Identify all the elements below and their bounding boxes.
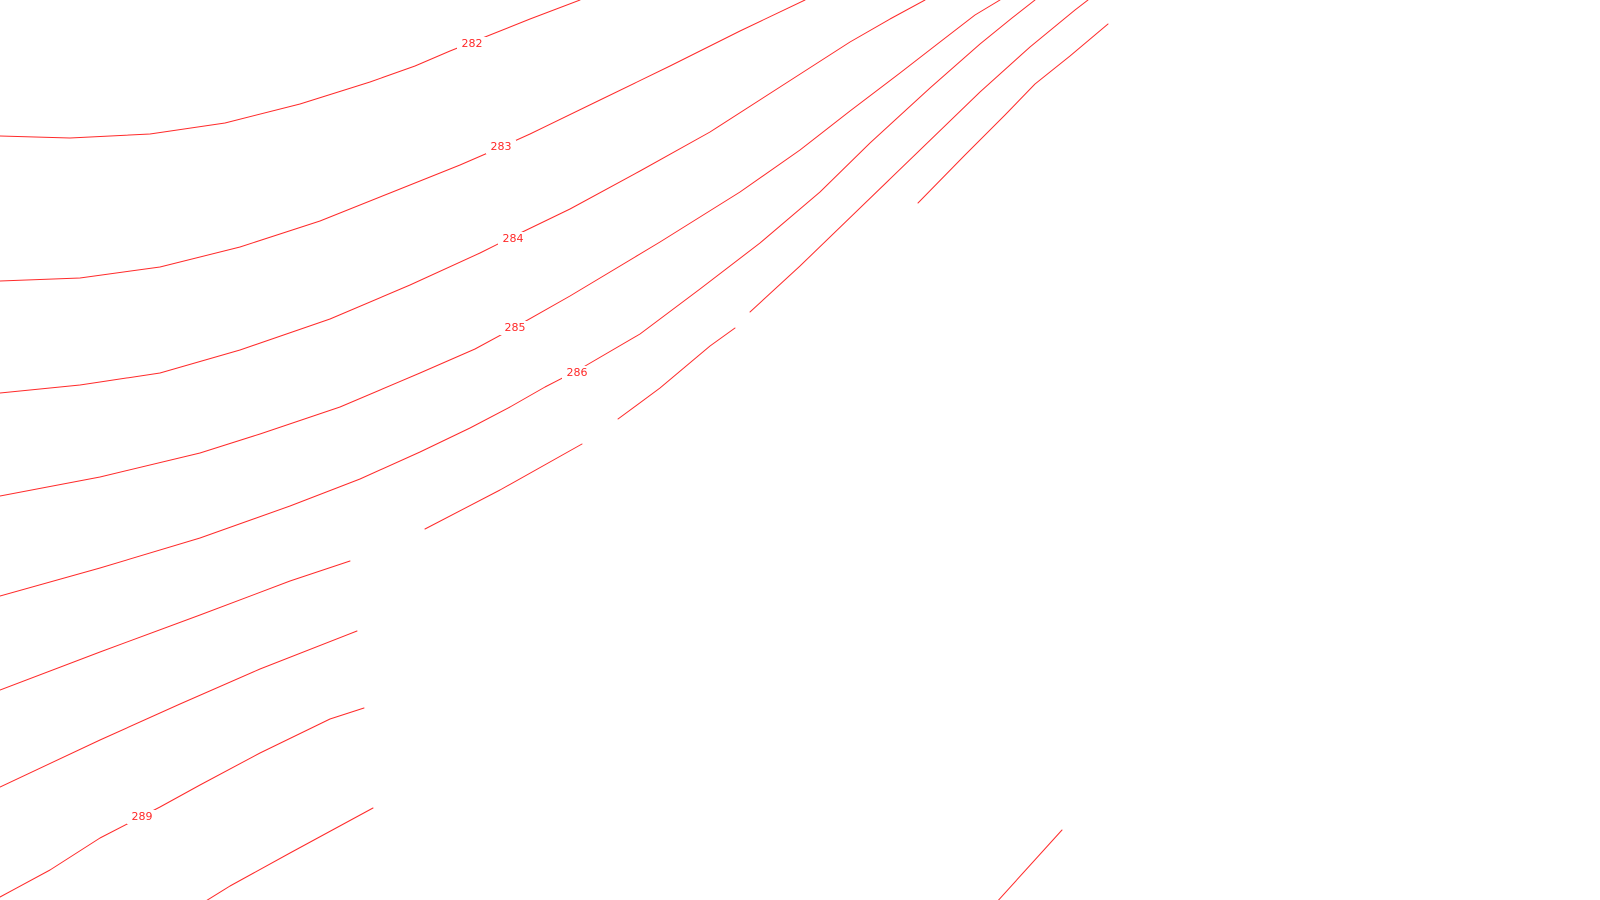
contour-line-288a bbox=[0, 630, 358, 788]
contour-lines bbox=[0, 0, 1109, 900]
contour-label-283-text: 283 bbox=[491, 140, 512, 153]
contour-line-288b bbox=[917, 23, 1109, 204]
contour-label-284: 284 bbox=[498, 232, 528, 246]
contour-line-283 bbox=[0, 0, 806, 282]
contour-line-287b bbox=[424, 443, 583, 530]
contour-label-283: 283 bbox=[486, 140, 516, 154]
contour-line-286 bbox=[0, 0, 1036, 597]
contour-labels: 282 283 284 285 286 289 bbox=[127, 37, 592, 824]
contour-label-289: 289 bbox=[127, 810, 157, 824]
contour-label-284-text: 284 bbox=[503, 232, 524, 245]
contour-line-290a bbox=[206, 807, 374, 900]
contour-line-287d bbox=[749, 0, 1089, 313]
contour-label-282-text: 282 bbox=[462, 37, 483, 50]
contour-line-285 bbox=[0, 0, 1001, 497]
contour-line-289a bbox=[0, 707, 365, 898]
contour-label-282: 282 bbox=[457, 37, 487, 51]
contour-line-287c bbox=[617, 327, 736, 420]
contour-line-290b bbox=[997, 829, 1063, 900]
contour-line-282 bbox=[0, 0, 581, 139]
contour-line-284 bbox=[0, 0, 926, 394]
contour-line-287a bbox=[0, 560, 351, 691]
contour-label-285-text: 285 bbox=[505, 321, 526, 334]
contour-label-285: 285 bbox=[500, 321, 530, 335]
contour-label-286-text: 286 bbox=[567, 366, 588, 379]
contour-label-289-text: 289 bbox=[132, 810, 153, 823]
contour-label-286: 286 bbox=[562, 366, 592, 380]
